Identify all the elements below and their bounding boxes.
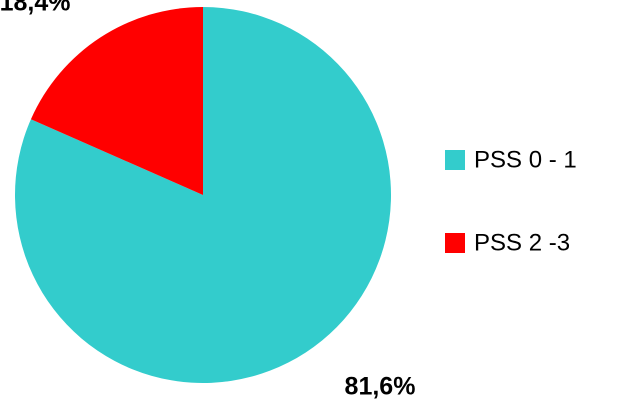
legend-swatch <box>445 233 465 253</box>
legend-label: PSS 0 - 1 <box>474 146 577 173</box>
data-label: 81,6% <box>345 373 416 401</box>
data-label: 18,4% <box>0 0 70 17</box>
pie-slice <box>14 7 391 383</box>
pie-slice <box>30 7 203 195</box>
legend-label: PSS 2 -3 <box>474 229 570 256</box>
legend-swatch <box>445 150 465 170</box>
